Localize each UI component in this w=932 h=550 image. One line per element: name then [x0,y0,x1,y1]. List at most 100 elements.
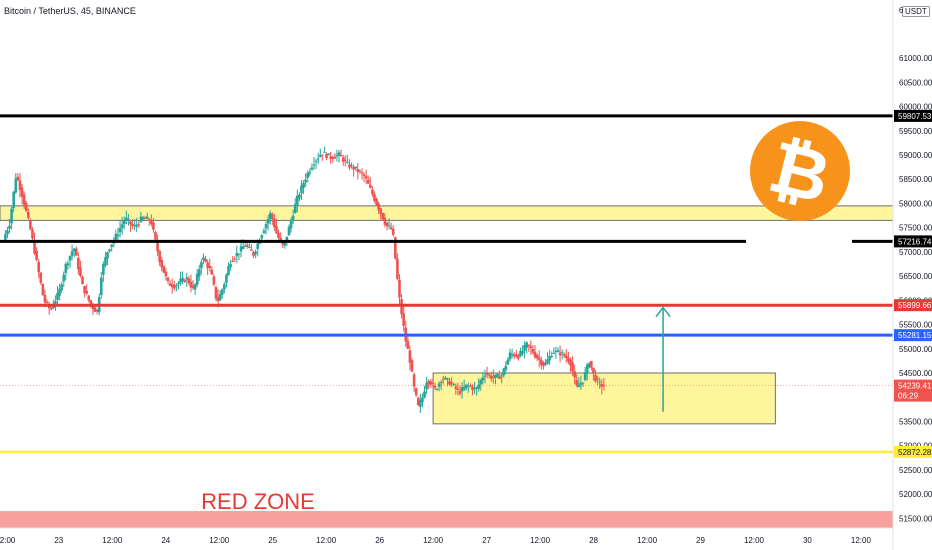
candle-body [193,284,197,290]
zones-layer: RED ZONE [0,205,894,528]
candle-body [565,355,568,359]
candle-body [125,217,128,220]
candle-body [554,350,558,352]
candle-body [91,304,95,309]
candle-body [433,385,437,388]
candle-body [473,387,476,389]
candle-body [74,248,78,256]
candles-layer [4,146,606,413]
candle-body [402,313,405,326]
candle-body [454,386,458,389]
candle-body [429,381,433,385]
candle-body [170,284,174,288]
candle-body [120,224,124,229]
candle-body [252,251,255,256]
candle-body [264,224,268,229]
candle-body [204,258,207,262]
candle-body [33,239,36,254]
candle-body [291,215,295,221]
candle-body [179,278,182,283]
candle-body [110,244,114,247]
y-tick-label: 54500.00 [899,369,932,378]
candle-body [525,342,529,348]
candle-body [441,378,445,380]
candle-body [127,218,130,220]
y-tick-label: 53500.00 [899,417,932,426]
candle-body [208,265,212,269]
candle-body [72,248,76,252]
candle-body [387,225,391,227]
candle-body [183,280,186,282]
level-tag-57216.74-bg [894,235,932,248]
candle-body [185,277,189,280]
candle-body [83,286,86,294]
candle-body [398,279,401,298]
candle-body [423,391,426,398]
candle-body [8,225,11,229]
candle-body [412,374,416,387]
candle-body [414,388,418,396]
y-tick-label: 52000.00 [899,490,932,499]
candle-body [506,359,510,365]
candle-body [26,211,30,218]
candle-body [177,282,180,285]
candle-body [487,374,491,376]
candle-body [377,203,380,211]
candle-body [341,157,345,162]
candle-body [102,264,105,275]
candle-body [220,289,224,295]
candle-body [135,224,139,227]
currency-badge[interactable]: USDT [902,6,930,17]
candle-body [156,241,159,252]
candle-body [333,156,337,159]
candle-body [346,161,349,163]
candle-body [452,384,456,386]
y-tick-label: 59500.00 [899,127,932,136]
candle-body [191,285,195,288]
candle-body [350,165,353,167]
candle-body [562,354,566,357]
candle-body [270,214,274,219]
y-tick-label: 58500.00 [899,175,932,184]
candle-body [35,250,38,260]
level-tag-57216.74: 57216.74 [898,237,932,246]
x-tick-label: 12:00 [423,536,444,545]
y-tick-label: 60000.00 [899,103,932,112]
candle-body [583,372,587,380]
candle-body [296,195,299,206]
target-arrow-head [655,306,671,318]
y-tick-label: 57000.00 [899,248,932,257]
candle-body [81,276,84,285]
candle-body [385,222,389,226]
candle-body [498,376,501,379]
candle-body [362,174,366,176]
candle-body [77,257,80,270]
candle-body [64,263,68,273]
candle-body [93,307,97,312]
candle-body [458,391,462,394]
candle-body [577,384,581,388]
candle-body [567,357,570,362]
candle-body [475,387,478,390]
candle-body [137,224,141,226]
candle-body [343,159,347,161]
candle-body [223,284,226,290]
candle-body [369,184,372,188]
candle-body [195,273,199,285]
candle-body [235,252,239,257]
candle-body [327,153,330,156]
candle-body [41,283,45,296]
x-tick-label: 12:00 [0,536,16,545]
candle-body [262,230,266,234]
candle-body [510,353,514,355]
candle-body [479,379,483,385]
candle-body [260,235,264,239]
candle-body [540,359,543,366]
candle-body [366,179,370,184]
candle-body [335,155,339,157]
candle-body [339,155,343,157]
candle-body [10,208,13,224]
y-tick-label-partial: 6 [899,6,904,15]
x-tick-label: 26 [375,536,384,545]
